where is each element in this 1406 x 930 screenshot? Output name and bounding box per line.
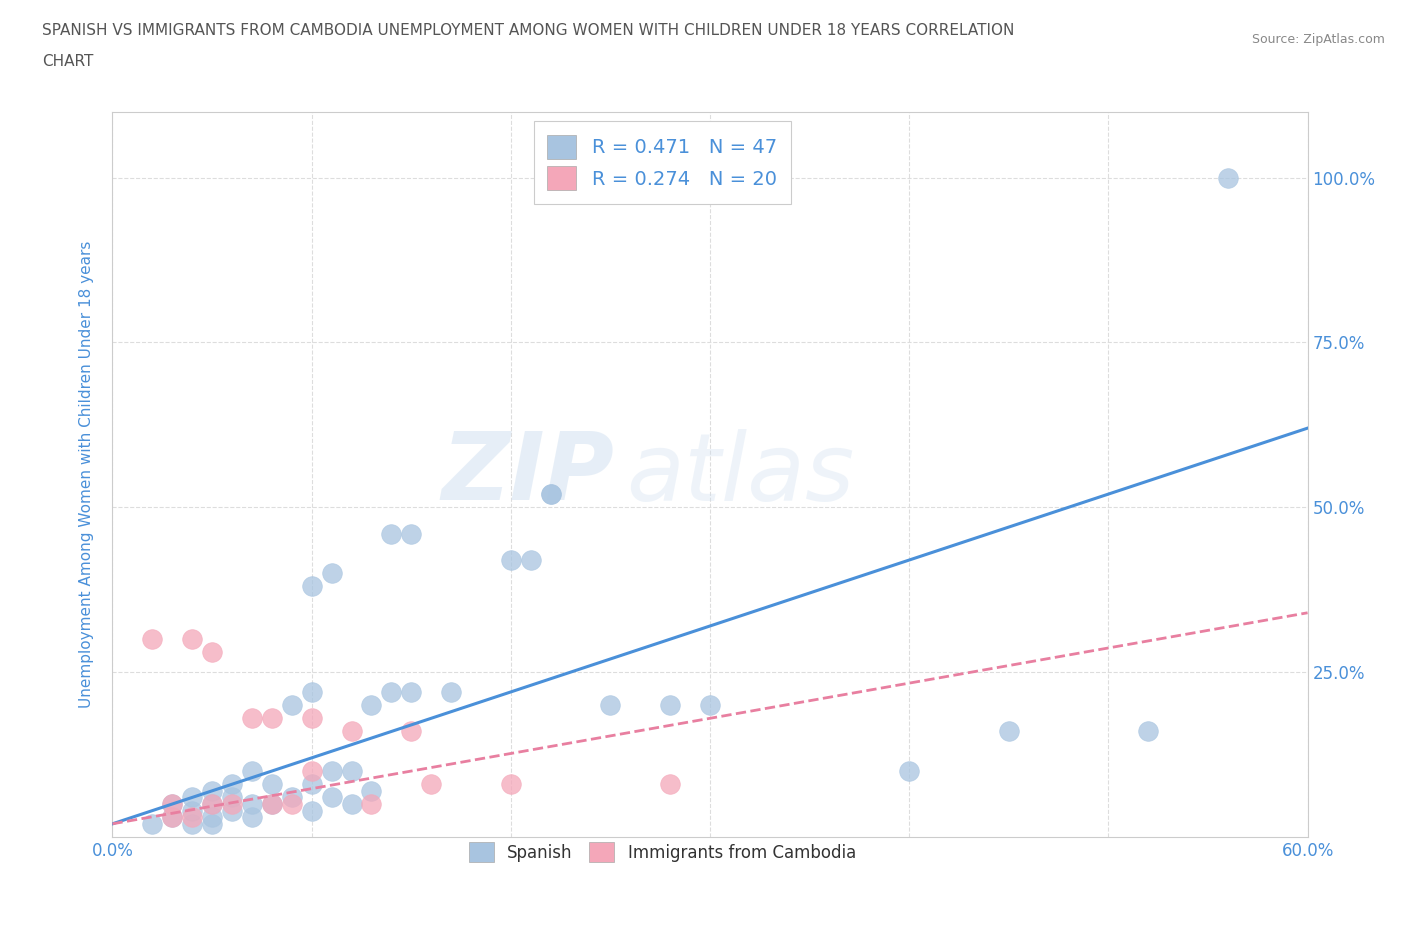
- Point: [221, 777, 243, 791]
- Point: [281, 790, 304, 804]
- Point: [301, 804, 323, 818]
- Point: [162, 810, 183, 825]
- Point: [201, 644, 224, 659]
- Point: [181, 804, 204, 818]
- Text: SPANISH VS IMMIGRANTS FROM CAMBODIA UNEMPLOYMENT AMONG WOMEN WITH CHILDREN UNDER: SPANISH VS IMMIGRANTS FROM CAMBODIA UNEM…: [42, 23, 1015, 38]
- Point: [162, 810, 183, 825]
- Point: [420, 777, 443, 791]
- Point: [240, 797, 263, 812]
- Point: [281, 797, 304, 812]
- Point: [240, 810, 263, 825]
- Point: [321, 764, 343, 778]
- Text: Source: ZipAtlas.com: Source: ZipAtlas.com: [1251, 33, 1385, 46]
- Text: ZIP: ZIP: [441, 429, 614, 520]
- Point: [898, 764, 921, 778]
- Text: CHART: CHART: [42, 54, 94, 69]
- Point: [1216, 170, 1239, 185]
- Point: [301, 777, 323, 791]
- Point: [380, 526, 402, 541]
- Point: [181, 790, 204, 804]
- Point: [260, 797, 283, 812]
- Point: [499, 777, 522, 791]
- Point: [181, 817, 204, 831]
- Point: [301, 711, 323, 725]
- Point: [540, 486, 562, 501]
- Point: [321, 565, 343, 580]
- Point: [162, 797, 183, 812]
- Point: [360, 783, 382, 798]
- Point: [201, 797, 224, 812]
- Point: [380, 684, 402, 699]
- Point: [321, 790, 343, 804]
- Point: [659, 777, 682, 791]
- Point: [340, 797, 363, 812]
- Point: [201, 797, 224, 812]
- Point: [301, 684, 323, 699]
- Legend: Spanish, Immigrants from Cambodia: Spanish, Immigrants from Cambodia: [456, 829, 869, 876]
- Point: [301, 764, 323, 778]
- Point: [201, 783, 224, 798]
- Point: [998, 724, 1021, 739]
- Point: [221, 797, 243, 812]
- Point: [281, 698, 304, 712]
- Text: atlas: atlas: [627, 429, 855, 520]
- Point: [340, 764, 363, 778]
- Point: [201, 810, 224, 825]
- Point: [659, 698, 682, 712]
- Point: [440, 684, 463, 699]
- Point: [260, 711, 283, 725]
- Point: [1137, 724, 1160, 739]
- Point: [360, 698, 382, 712]
- Point: [141, 817, 163, 831]
- Point: [401, 684, 423, 699]
- Point: [181, 810, 204, 825]
- Point: [260, 797, 283, 812]
- Point: [240, 764, 263, 778]
- Point: [599, 698, 621, 712]
- Point: [201, 817, 224, 831]
- Point: [401, 526, 423, 541]
- Point: [520, 552, 543, 567]
- Point: [401, 724, 423, 739]
- Point: [240, 711, 263, 725]
- Point: [540, 486, 562, 501]
- Point: [499, 552, 522, 567]
- Point: [340, 724, 363, 739]
- Y-axis label: Unemployment Among Women with Children Under 18 years: Unemployment Among Women with Children U…: [79, 241, 94, 708]
- Point: [360, 797, 382, 812]
- Point: [162, 797, 183, 812]
- Point: [301, 579, 323, 594]
- Point: [221, 804, 243, 818]
- Point: [141, 631, 163, 646]
- Point: [181, 631, 204, 646]
- Point: [699, 698, 721, 712]
- Point: [221, 790, 243, 804]
- Point: [260, 777, 283, 791]
